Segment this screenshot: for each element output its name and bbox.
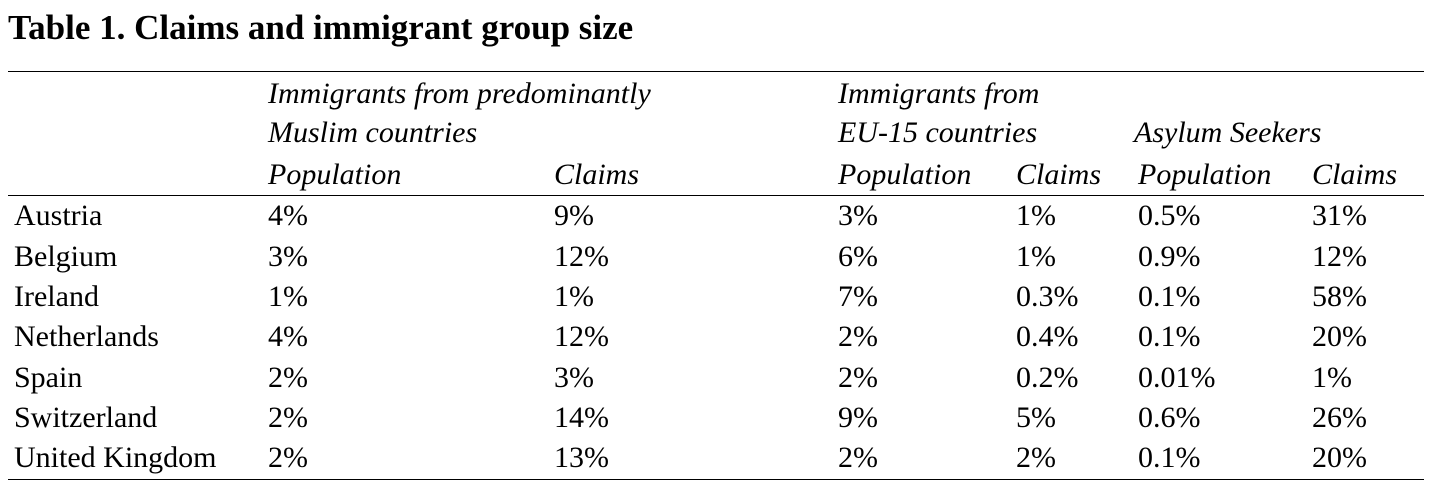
cell-eu-claims: 0.4% <box>1016 320 1079 353</box>
cell-asylum-population: 0.5% <box>1138 199 1201 232</box>
cell-muslim-claims: 9% <box>554 199 594 232</box>
cell-asylum-claims: 26% <box>1312 401 1367 434</box>
table-bottom-rule <box>8 479 1424 480</box>
cell-asylum-claims: 20% <box>1312 320 1367 353</box>
cell-muslim-claims: 3% <box>554 361 594 394</box>
header-eu-group-line2: EU-15 countries <box>838 116 1038 149</box>
header-eu-claims: Claims <box>1016 158 1102 191</box>
cell-asylum-population: 0.6% <box>1138 401 1201 434</box>
header-asylum-group: Asylum Seekers <box>1134 116 1322 149</box>
cell-muslim-population: 4% <box>268 199 308 232</box>
table-title: Table 1. Claims and immigrant group size <box>8 8 634 47</box>
header-muslim-group-line2: Muslim countries <box>268 116 478 149</box>
cell-country: Netherlands <box>14 320 159 353</box>
cell-asylum-population: 0.1% <box>1138 441 1201 474</box>
cell-asylum-claims: 20% <box>1312 441 1367 474</box>
cell-muslim-population: 4% <box>268 320 308 353</box>
cell-country: Austria <box>14 199 103 232</box>
cell-eu-population: 2% <box>838 361 878 394</box>
header-muslim-population: Population <box>268 158 402 191</box>
cell-eu-population: 9% <box>838 401 878 434</box>
header-bottom-rule <box>8 195 1424 196</box>
cell-asylum-claims: 1% <box>1312 361 1352 394</box>
cell-eu-claims: 5% <box>1016 401 1056 434</box>
cell-muslim-population: 2% <box>268 361 308 394</box>
cell-eu-population: 3% <box>838 199 878 232</box>
header-muslim-group-line1: Immigrants from predominantly <box>268 77 651 110</box>
cell-muslim-claims: 1% <box>554 280 594 313</box>
cell-eu-claims: 1% <box>1016 199 1056 232</box>
cell-eu-claims: 2% <box>1016 441 1056 474</box>
cell-muslim-population: 2% <box>268 401 308 434</box>
header-eu-group-line1: Immigrants from <box>838 77 1040 110</box>
cell-asylum-population: 0.1% <box>1138 320 1201 353</box>
cell-eu-population: 6% <box>838 240 878 273</box>
header-muslim-claims: Claims <box>554 158 640 191</box>
header-eu-population: Population <box>838 158 972 191</box>
table-top-rule <box>8 71 1424 72</box>
cell-eu-population: 7% <box>838 280 878 313</box>
cell-asylum-claims: 58% <box>1312 280 1367 313</box>
cell-eu-claims: 1% <box>1016 240 1056 273</box>
header-asylum-population: Population <box>1138 158 1272 191</box>
cell-asylum-claims: 12% <box>1312 240 1367 273</box>
cell-asylum-population: 0.9% <box>1138 240 1201 273</box>
cell-muslim-claims: 14% <box>554 401 609 434</box>
header-asylum-claims: Claims <box>1312 158 1398 191</box>
cell-muslim-claims: 12% <box>554 240 609 273</box>
cell-eu-population: 2% <box>838 441 878 474</box>
cell-country: Switzerland <box>14 401 158 434</box>
cell-muslim-claims: 13% <box>554 441 609 474</box>
cell-asylum-population: 0.1% <box>1138 280 1201 313</box>
cell-country: United Kingdom <box>14 441 217 474</box>
cell-eu-claims: 0.3% <box>1016 280 1079 313</box>
cell-asylum-population: 0.01% <box>1138 361 1216 394</box>
cell-eu-population: 2% <box>838 320 878 353</box>
cell-muslim-population: 1% <box>268 280 308 313</box>
cell-country: Spain <box>14 361 83 394</box>
cell-eu-claims: 0.2% <box>1016 361 1079 394</box>
cell-country: Belgium <box>14 240 118 273</box>
cell-country: Ireland <box>14 280 99 313</box>
cell-muslim-population: 2% <box>268 441 308 474</box>
cell-asylum-claims: 31% <box>1312 199 1367 232</box>
cell-muslim-claims: 12% <box>554 320 609 353</box>
cell-muslim-population: 3% <box>268 240 308 273</box>
